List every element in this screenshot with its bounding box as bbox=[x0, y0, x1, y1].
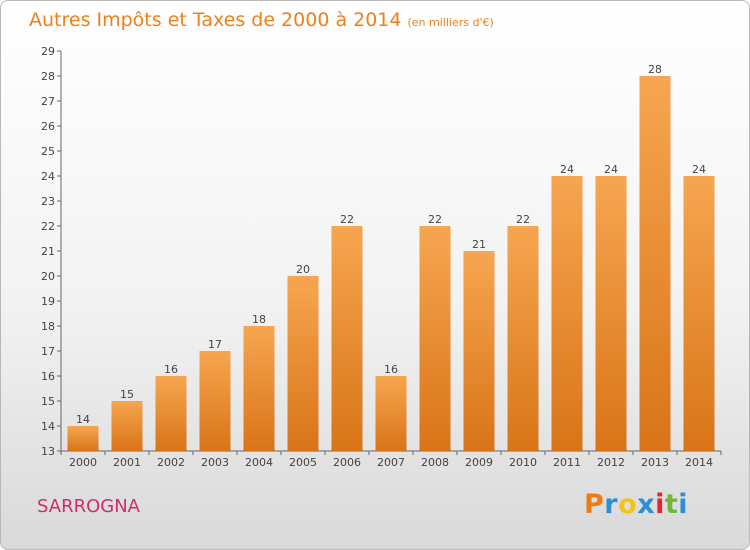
value-label: 14 bbox=[76, 413, 90, 426]
value-label: 24 bbox=[692, 163, 706, 176]
x-tick-label: 2012 bbox=[597, 456, 625, 469]
bar bbox=[463, 251, 495, 451]
value-label: 15 bbox=[120, 388, 134, 401]
x-tick-label: 2013 bbox=[641, 456, 669, 469]
y-tick-label: 20 bbox=[41, 270, 55, 283]
value-label: 24 bbox=[560, 163, 574, 176]
x-tick-label: 2009 bbox=[465, 456, 493, 469]
y-tick-label: 18 bbox=[41, 320, 55, 333]
x-tick-label: 2000 bbox=[69, 456, 97, 469]
value-label: 18 bbox=[252, 313, 266, 326]
logo-letter: x bbox=[637, 489, 656, 520]
x-tick-label: 2004 bbox=[245, 456, 273, 469]
x-tick-label: 2006 bbox=[333, 456, 361, 469]
bar bbox=[507, 226, 539, 451]
bar bbox=[375, 376, 407, 451]
x-tick-label: 2007 bbox=[377, 456, 405, 469]
value-label: 21 bbox=[472, 238, 486, 251]
y-tick-label: 24 bbox=[41, 170, 55, 183]
bar bbox=[595, 176, 627, 451]
bar bbox=[111, 401, 143, 451]
logo-letter: r bbox=[604, 489, 619, 520]
y-tick-label: 21 bbox=[41, 245, 55, 258]
x-tick-label: 2005 bbox=[289, 456, 317, 469]
x-tick-label: 2001 bbox=[113, 456, 141, 469]
chart-subtitle: (en milliers d'€) bbox=[407, 16, 494, 29]
x-tick-label: 2011 bbox=[553, 456, 581, 469]
y-tick-label: 27 bbox=[41, 95, 55, 108]
bar bbox=[67, 426, 99, 451]
value-label: 22 bbox=[428, 213, 442, 226]
value-label: 22 bbox=[516, 213, 530, 226]
logo-letter: i bbox=[655, 489, 665, 520]
y-tick-label: 23 bbox=[41, 195, 55, 208]
x-tick-label: 2003 bbox=[201, 456, 229, 469]
y-tick-label: 19 bbox=[41, 295, 55, 308]
value-label: 17 bbox=[208, 338, 222, 351]
y-tick-label: 13 bbox=[41, 445, 55, 458]
y-tick-label: 16 bbox=[41, 370, 55, 383]
proxiti-logo: Proxiti bbox=[584, 489, 688, 520]
y-tick-label: 15 bbox=[41, 395, 55, 408]
bar bbox=[551, 176, 583, 451]
y-tick-label: 25 bbox=[41, 145, 55, 158]
x-tick-label: 2008 bbox=[421, 456, 449, 469]
x-tick-label: 2010 bbox=[509, 456, 537, 469]
value-label: 20 bbox=[296, 263, 310, 276]
x-tick-label: 2002 bbox=[157, 456, 185, 469]
y-tick-label: 28 bbox=[41, 70, 55, 83]
bar bbox=[331, 226, 363, 451]
bar bbox=[419, 226, 451, 451]
y-tick-label: 14 bbox=[41, 420, 55, 433]
y-tick-label: 22 bbox=[41, 220, 55, 233]
chart-title: Autres Impôts et Taxes de 2000 à 2014 (en… bbox=[29, 9, 494, 31]
chart-title-text: Autres Impôts et Taxes de 2000 à 2014 bbox=[29, 9, 402, 31]
value-label: 22 bbox=[340, 213, 354, 226]
y-tick-label: 26 bbox=[41, 120, 55, 133]
value-label: 16 bbox=[164, 363, 178, 376]
logo-letter: i bbox=[678, 489, 689, 520]
bar bbox=[639, 76, 671, 451]
logo-letter: P bbox=[584, 489, 605, 520]
bar bbox=[683, 176, 715, 451]
value-label: 24 bbox=[604, 163, 618, 176]
logo-letter: t bbox=[664, 489, 679, 520]
y-tick-label: 29 bbox=[41, 45, 55, 58]
bar bbox=[199, 351, 231, 451]
value-label: 16 bbox=[384, 363, 398, 376]
y-tick-label: 17 bbox=[41, 345, 55, 358]
bar bbox=[287, 276, 319, 451]
bar bbox=[155, 376, 187, 451]
x-tick-label: 2014 bbox=[685, 456, 713, 469]
logo-letter: o bbox=[618, 489, 638, 520]
value-label: 28 bbox=[648, 63, 662, 76]
commune-name: SARROGNA bbox=[37, 496, 140, 517]
bar bbox=[243, 326, 275, 451]
